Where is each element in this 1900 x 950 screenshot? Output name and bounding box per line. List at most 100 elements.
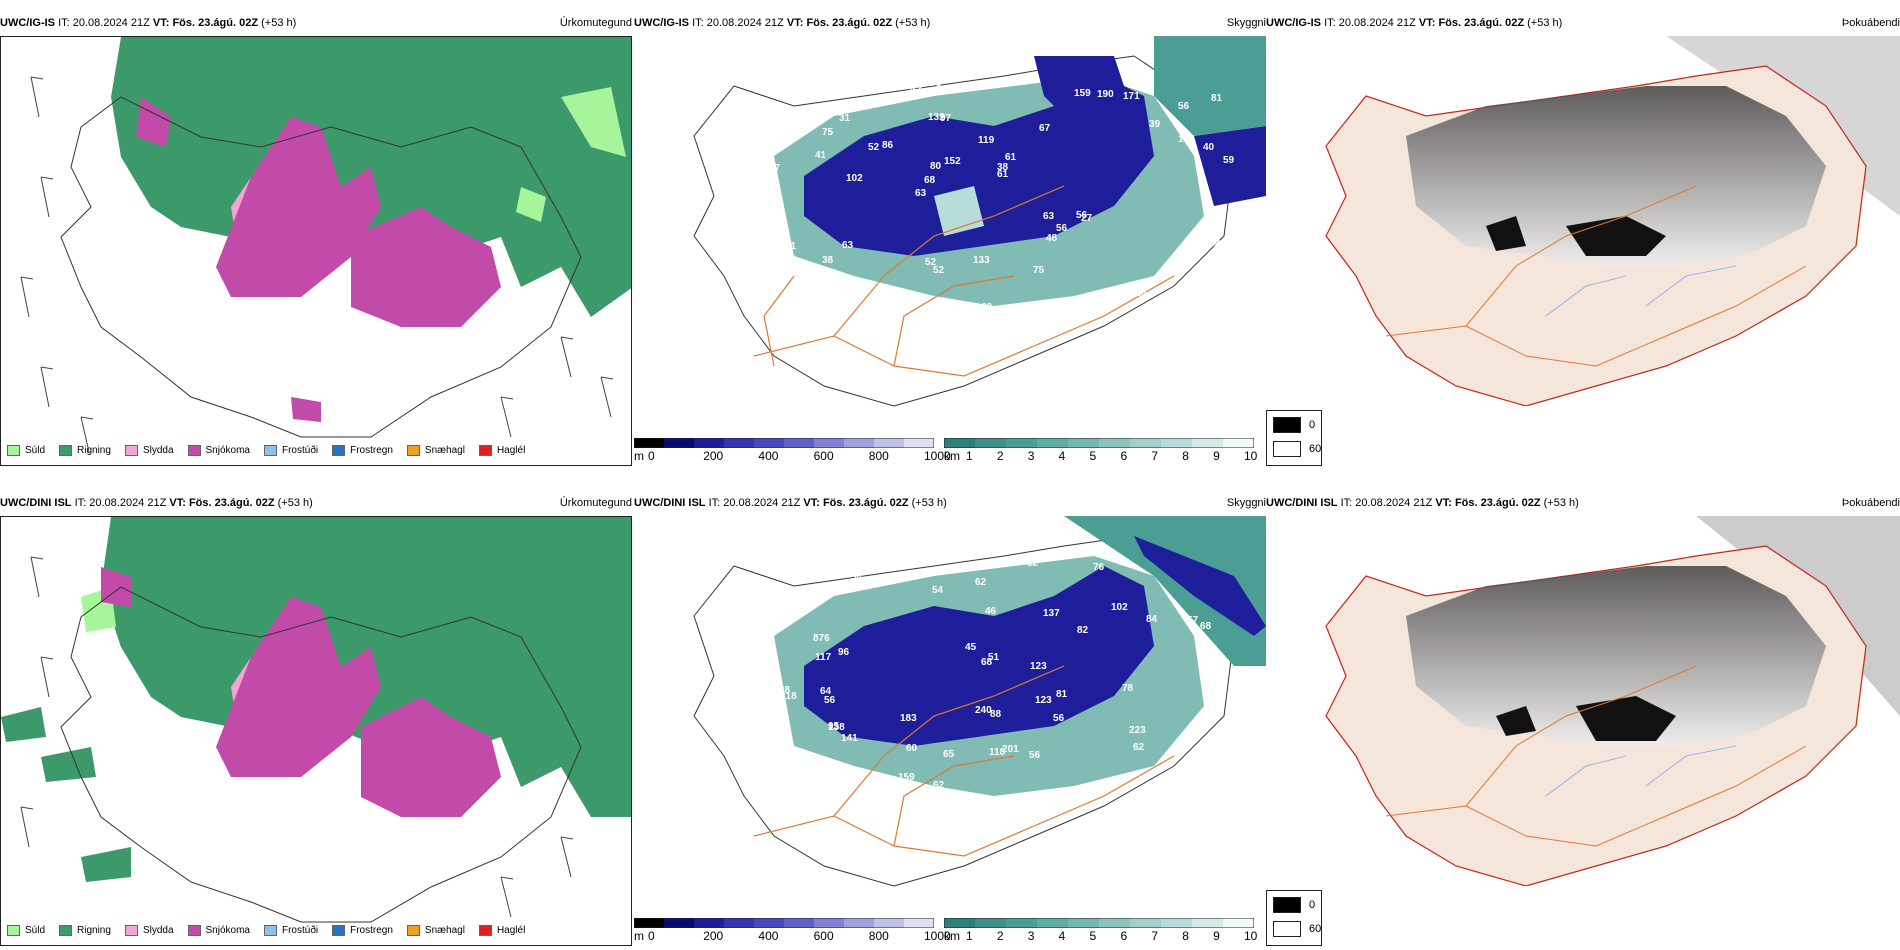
fog-key: 0 60: [1266, 890, 1322, 946]
legend-item: Snæhagl: [406, 925, 465, 936]
cloud-base-label: 133: [973, 255, 990, 266]
cloud-base-label: 75: [1033, 265, 1045, 276]
vt-label: VT:: [169, 497, 186, 509]
cloud-base-label: 51: [988, 652, 1000, 663]
fog-map-svg: [1325, 516, 1900, 886]
model-name: UWC/DINI ISL: [0, 497, 72, 509]
visibility-colorbar: km 1 2 3 4 5 6 7 8 9 10: [944, 438, 1257, 464]
vt-value: Fös. 23.ágú. 02Z: [806, 17, 893, 29]
lead-time: (+53 h): [1543, 497, 1579, 509]
cloud-base-label: 57: [1187, 615, 1199, 626]
it-label: IT:: [708, 497, 721, 509]
cloud-base-label: 84: [1146, 614, 1158, 625]
colorbar-tick: 1000: [924, 929, 951, 943]
cloud-base-label: 81: [1056, 689, 1068, 700]
cloud-base-label: 52: [925, 257, 937, 268]
fog-light-value: 60: [1309, 923, 1322, 935]
cloud-panel: UWC/DINI ISL IT: 20.08.2024 21Z VT: Fös.…: [634, 494, 1266, 944]
cloud-base-label: 72: [795, 748, 807, 759]
cloud-base-label: 81: [1211, 93, 1223, 104]
legend-label: Frostúði: [281, 445, 319, 456]
cloud-base-label: 46: [985, 606, 997, 617]
terrain-dark: [1496, 706, 1536, 736]
legend-item: Frostúði: [263, 445, 319, 456]
cloud-base-label: 422: [907, 82, 924, 93]
ceiling-unit: m: [634, 929, 644, 943]
terrain-dark: [1576, 696, 1676, 741]
colorbar-tick: 7: [1151, 929, 1159, 943]
cloud-base-label: 158: [793, 293, 810, 304]
cloud-panel: UWC/IG-IS IT: 20.08.2024 21Z VT: Fös. 23…: [634, 14, 1266, 464]
cloud-base-label: 112: [1204, 238, 1221, 249]
legend-item: Rigning: [59, 445, 111, 456]
legend-item: Snjókoma: [187, 925, 250, 936]
cloud-base-label: 75: [930, 78, 942, 89]
cloud-dark-area: [804, 76, 1154, 256]
cloud-base-label: 68: [981, 302, 993, 313]
cloud-base-label: 62: [1133, 742, 1145, 753]
ceiling-colorbar: m 0 200 400 600 800 1000: [634, 438, 951, 464]
cloud-base-label: 67: [1039, 123, 1051, 134]
cloud-map: 72 76 54 102 88 96 56 95 84 82 88 83 56 68 62 63 62 201 13…: [634, 516, 1266, 916]
cloud-teal-area: [1154, 36, 1266, 136]
cloud-base-label: 22: [1015, 77, 1027, 88]
cloud-base-label: 38: [822, 255, 834, 266]
cloud-base-label: 123: [1030, 661, 1047, 672]
cloud-base-label: 119: [978, 135, 995, 146]
fog-panel: UWC/DINI ISL IT: 20.08.2024 21Z VT: Fös.…: [1266, 494, 1900, 946]
colorbar-tick: 4: [1058, 929, 1066, 943]
it-value: 20.08.2024 21Z: [723, 497, 801, 509]
fog-map-svg: [1325, 36, 1900, 406]
fog-light-value: 60: [1309, 443, 1322, 455]
model-name: UWC/IG-IS: [0, 17, 55, 29]
colorbar-tick: 1: [966, 929, 973, 943]
rain-patch: [41, 747, 96, 782]
fog-panel: UWC/IG-IS IT: 20.08.2024 21Z VT: Fös. 23…: [1266, 14, 1900, 466]
vis-unit: km: [944, 929, 960, 943]
cloud-base-label: 218: [780, 691, 797, 702]
cloud-base-label: 52: [1027, 558, 1039, 569]
colorbar-tick: 400: [758, 929, 779, 943]
legend-item: Rigning: [59, 925, 111, 936]
snow-area: [291, 397, 321, 422]
cloud-base-label: 118: [989, 747, 1006, 758]
cloud-base-label: 240: [975, 705, 992, 716]
legend-item: Haglél: [478, 445, 525, 456]
rivers: [1545, 745, 1737, 797]
road-network: [753, 665, 1175, 857]
ceiling-bar-svg: [634, 918, 934, 928]
cloud-base-label: 56: [1056, 223, 1068, 234]
cloud-base-label: 78: [1122, 683, 1134, 694]
precip-map-svg: [20, 37, 631, 453]
sea-fog: [1696, 516, 1900, 716]
wind-barbs: [20, 556, 574, 918]
colorbar-tick: 800: [868, 929, 889, 943]
cloud-base-label: 65: [943, 749, 955, 760]
vis-bar-svg: [944, 438, 1254, 448]
cloud-title: Skyggni: [1226, 17, 1266, 29]
legend-swatch: [7, 925, 20, 936]
legend-item: Snæhagl: [406, 445, 465, 456]
drizzle-patch: [561, 87, 626, 157]
cloud-base-label: 223: [1129, 725, 1146, 736]
colorbar-tick: 9: [1213, 929, 1220, 943]
colorbar-tick: 5: [1089, 449, 1097, 463]
colorbar-tick: 7: [1151, 449, 1159, 463]
cloud-base-label: 68: [924, 175, 936, 186]
legend-label: Súld: [25, 925, 46, 936]
cloud-base-label: 41: [815, 150, 827, 161]
vt-label: VT:: [786, 17, 804, 29]
legend-swatch: [406, 445, 420, 456]
cloud-base-label: 52: [868, 142, 880, 153]
cloud-base-label: 64: [820, 686, 832, 697]
fog-title: Þokuábendi: [1841, 497, 1900, 509]
colorbar-tick: 9: [1213, 449, 1220, 463]
legend-swatch: [478, 445, 492, 456]
fog-dark-swatch: [1273, 897, 1301, 913]
cloud-base-label: 49: [792, 305, 804, 316]
cloud-base-label: 56: [1178, 101, 1190, 112]
colorbar-tick: 6: [1120, 449, 1128, 463]
precip-map: Súld Rigning Slydda Snjókoma Frostúði Frostre…: [0, 516, 632, 946]
colorbar-tick: 4: [1058, 449, 1066, 463]
cloud-base-label: 61: [1005, 152, 1017, 163]
